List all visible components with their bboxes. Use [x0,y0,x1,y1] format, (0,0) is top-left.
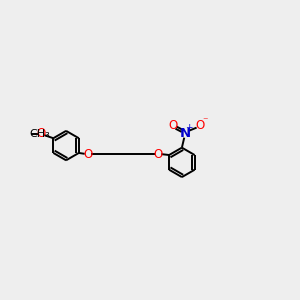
Text: O: O [83,148,92,160]
Text: ⁻: ⁻ [202,117,208,127]
Text: N: N [180,127,191,140]
Text: CH₃: CH₃ [29,129,50,139]
Text: O: O [195,119,204,132]
Text: O: O [168,119,178,132]
Text: +: + [185,123,193,132]
Text: O: O [154,148,163,160]
Text: O: O [36,127,46,140]
